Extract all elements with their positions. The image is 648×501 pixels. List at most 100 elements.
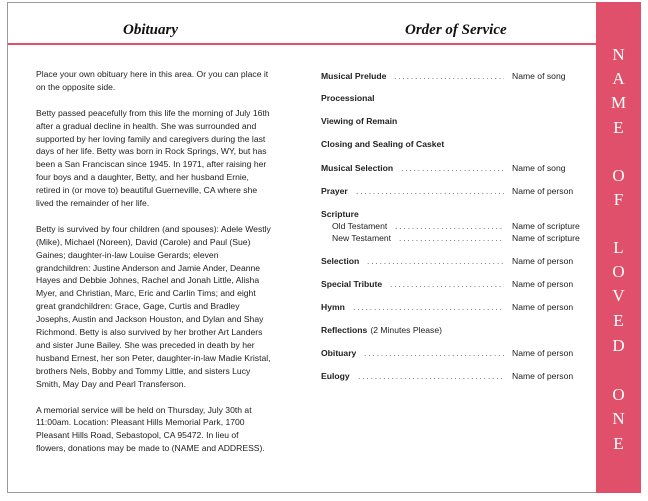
banner-letter: E (613, 311, 624, 330)
service-item-label: Selection (321, 256, 360, 266)
banner-letter: E (613, 118, 624, 137)
service-item-value: Name of person (512, 279, 574, 289)
service-item: Processional (321, 93, 591, 104)
obituary-line: supported by her loving family and careg… (36, 133, 266, 144)
leader-dots: ........................................… (395, 221, 504, 231)
service-item-value: Name of song (512, 71, 566, 81)
obituary-text: Place your own obituary here in this are… (36, 68, 306, 468)
leader-dots: ........................................… (367, 256, 504, 266)
obituary-line: brothers Nels, Bobby and Tommy Little, a… (36, 365, 251, 376)
service-item: Special Tribute Name of person...........… (321, 279, 591, 290)
service-item-label: New Testament (332, 233, 392, 243)
obituary-heading: Obituary (123, 22, 179, 38)
service-item-value: Name of person (512, 256, 574, 266)
service-item: Eulogy Name of person....................… (321, 371, 591, 382)
banner-letter: N (612, 45, 625, 64)
service-item: Scripture (321, 209, 591, 220)
service-item-label: Musical Prelude (321, 71, 387, 81)
banner-letter: O (612, 262, 625, 281)
obituary-line: and sister June Bailey. She was preceded… (36, 340, 255, 350)
obituary-line: Smith, May Day and Pearl Transferson. (36, 378, 186, 389)
service-item: Musical Selection Name of song...........… (321, 163, 591, 174)
banner-letter: O (612, 385, 625, 404)
service-item: Reflections (2 Minutes Please) (321, 325, 591, 336)
obituary-paragraph: A memorial service will be held on Thurs… (36, 404, 306, 456)
service-item: Prayer Name of person....................… (321, 186, 591, 197)
service-item-label: Old Testament (332, 221, 388, 231)
leader-dots: ........................................… (364, 348, 504, 358)
obituary-line: 11:00am. Location: Pleasant Hills Memori… (36, 417, 245, 428)
obituary-line: husband Ernest, her son Peter, daughter-… (36, 352, 271, 363)
leader-dots: ........................................… (390, 279, 504, 289)
service-item-label: Prayer (321, 186, 348, 196)
service-item: New Testament Name of scripture..........… (321, 233, 591, 244)
service-item-label: Processional (321, 93, 375, 103)
leader-dots: ........................................… (394, 71, 504, 81)
leader-dots: ........................................… (401, 163, 504, 173)
service-item-label: Closing and Sealing of Casket (321, 139, 445, 149)
page-border (7, 2, 641, 493)
banner-letter: L (613, 238, 624, 257)
banner-letter: A (612, 69, 625, 88)
service-item: Closing and Sealing of Casket (321, 139, 591, 150)
service-item-value: Name of person (512, 302, 574, 312)
leader-dots: ........................................… (356, 186, 504, 196)
service-item-label: Special Tribute (321, 279, 383, 289)
service-item: Musical Prelude Name of song.............… (321, 71, 591, 82)
service-item-value: Name of person (512, 186, 574, 196)
service-item: Hymn Name of person......................… (321, 302, 591, 313)
service-item: Old Testament Name of scripture..........… (321, 221, 591, 232)
banner-letter: N (612, 409, 625, 428)
leader-dots: ........................................… (353, 302, 504, 312)
obituary-line: after a gradual decline in health. She w… (36, 120, 257, 131)
service-item-label: Eulogy (321, 371, 350, 381)
obituary-line: Pleasant Hills Road, Sebastopol, CA 9547… (36, 430, 239, 441)
obituary-line: retired in (or move to) beautiful Guerne… (36, 185, 258, 196)
obituary-line: lived the remainder of her life. (36, 198, 150, 209)
obituary-line: been a San Franciscan since 1945. In 197… (36, 159, 267, 170)
service-item-value: Name of song (512, 163, 566, 173)
obituary-line: great grandchildren: Grace, Gage, Curtis… (36, 301, 240, 312)
obituary-line: Betty passed peacefully from this life t… (36, 107, 270, 118)
service-item-label: Viewing of Remain (321, 116, 398, 126)
obituary-line: Richmond. Betty is also survived by her … (36, 327, 263, 338)
service-item-label: Obituary (321, 348, 357, 358)
obituary-line: Josephs, Austin and Jackson Houston, and… (36, 314, 264, 325)
obituary-line: days of her life. Betty was born in Rock… (36, 146, 267, 157)
obituary-line: A memorial service will be held on Thurs… (36, 404, 252, 415)
service-item-value: Name of person (512, 348, 574, 358)
obituary-paragraph: Betty passed peacefully from this life t… (36, 107, 306, 210)
order-of-service-heading: Order of Service (405, 22, 507, 38)
obituary-line: Myer, and Christian, Marc, Eric and Carl… (36, 288, 256, 299)
obituary-paragraph: Place your own obituary here in this are… (36, 68, 306, 94)
obituary-line: (Mike), Michael (Noreen), David (Carole)… (36, 236, 251, 247)
service-item-value: Name of scripture (512, 233, 580, 243)
service-item-note: (2 Minutes Please) (370, 325, 442, 335)
obituary-paragraph: Betty is survived by four children (and … (36, 223, 306, 391)
service-item-label: Scripture (321, 209, 359, 219)
service-item-value: Name of scripture (512, 221, 580, 231)
banner-letter: E (613, 434, 624, 453)
service-item-label: Reflections (321, 325, 368, 335)
obituary-line: Place your own obituary here in this are… (36, 69, 269, 79)
header-divider (8, 43, 596, 45)
obituary-line: Betty is survived by four children (and … (36, 223, 271, 234)
leader-dots: ........................................… (358, 371, 504, 381)
leader-dots: ........................................… (399, 233, 504, 243)
obituary-line: flowers, donations may be made to (NAME … (36, 443, 265, 454)
service-item: Obituary Name of person..................… (321, 348, 591, 359)
banner-letter: D (612, 336, 625, 355)
obituary-line: Gaines; daughter-in-law Louise Gerards; … (36, 249, 219, 260)
banner-letter: M (610, 93, 627, 112)
service-item: Selection Name of person.................… (321, 256, 591, 267)
service-item-label: Musical Selection (321, 163, 394, 173)
obituary-line: on the opposite side. (36, 81, 116, 92)
service-item-value: Name of person (512, 371, 574, 381)
service-item: Viewing of Remain (321, 116, 591, 127)
obituary-line: four boys and a daughter, Betty, and her… (36, 172, 249, 183)
service-item-label: Hymn (321, 302, 345, 312)
banner-letter: V (612, 286, 625, 305)
banner-letter: O (612, 166, 625, 185)
obituary-line: Hayes and Debbie Johnes, Rachel and Jona… (36, 275, 260, 286)
